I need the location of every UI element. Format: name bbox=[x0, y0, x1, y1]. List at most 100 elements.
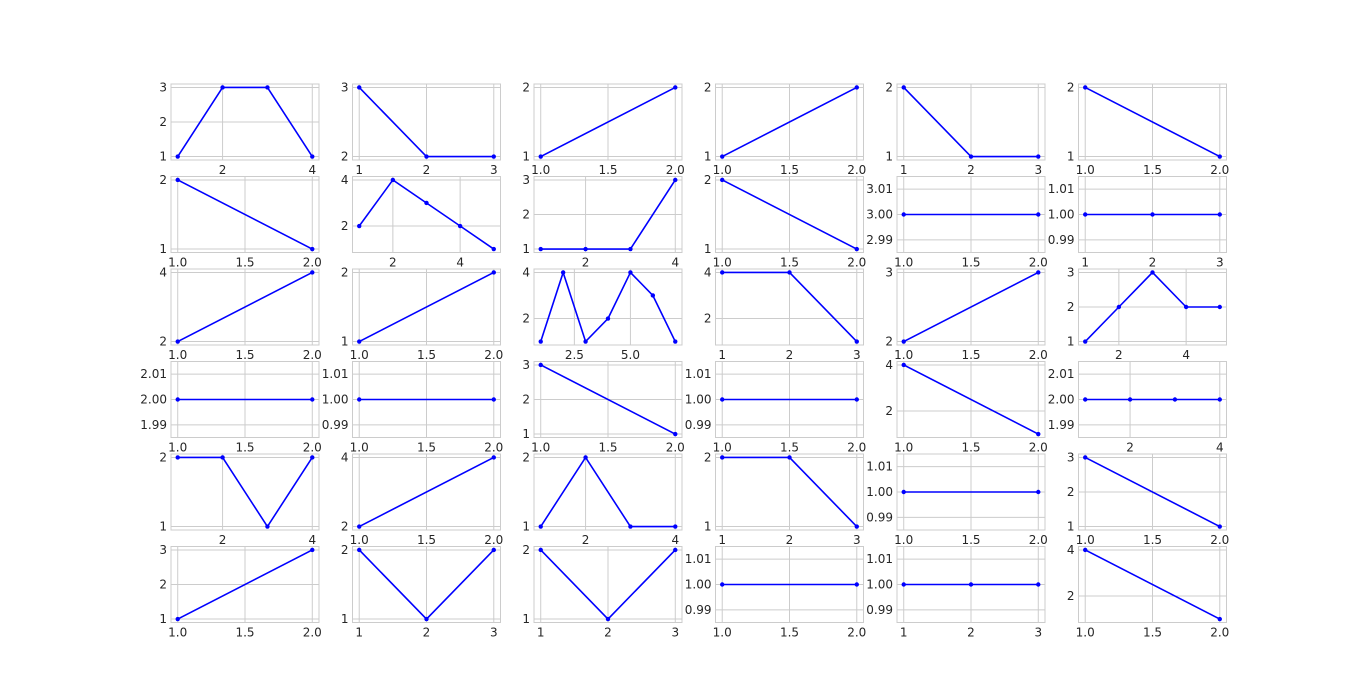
axes-frame bbox=[352, 176, 501, 253]
subplot-3-1: 1.0 1.5 2.0 2 4 bbox=[159, 265, 321, 362]
subplot-6-6: 1.0 1.5 2.0 2 4 bbox=[1067, 543, 1229, 640]
data-point bbox=[1083, 397, 1088, 402]
data-point bbox=[310, 397, 315, 402]
y-tick-label: 1 bbox=[522, 242, 530, 256]
x-tick-label: 4 bbox=[308, 533, 316, 547]
data-point bbox=[583, 455, 588, 460]
series-line bbox=[721, 179, 858, 250]
y-tick-label: 1.00 bbox=[1048, 208, 1075, 222]
series-line bbox=[358, 456, 495, 528]
y-tick-label: 3 bbox=[159, 543, 167, 557]
data-point bbox=[673, 339, 678, 344]
x-tick-label: 1 bbox=[1081, 256, 1089, 270]
y-tick-label: 1.01 bbox=[1048, 182, 1075, 196]
data-point bbox=[901, 339, 906, 344]
y-tick-label: 1.01 bbox=[685, 552, 712, 566]
series-line bbox=[177, 86, 313, 157]
y-tick-label: 3 bbox=[885, 265, 893, 279]
data-point bbox=[175, 455, 180, 460]
y-tick-label: 2 bbox=[885, 335, 893, 349]
x-tick-label: 2 bbox=[219, 163, 227, 177]
x-tick-label: 1.5 bbox=[961, 256, 980, 270]
x-tick-label: 1.0 bbox=[894, 256, 913, 270]
subplot-4-4: 1.0 1.5 2.0 0.99 1.00 1.01 bbox=[685, 361, 866, 455]
subplot-4-6: 2 4 1.99 2.00 2.01 bbox=[1048, 361, 1227, 455]
y-tick-label: 1 bbox=[704, 520, 712, 534]
subplot-5-6: 1.0 1.5 2.0 1 2 3 bbox=[1067, 450, 1229, 547]
x-tick-label: 2 bbox=[967, 163, 975, 177]
subplot-2-4: 1.0 1.5 2.0 1 2 bbox=[704, 173, 866, 270]
x-tick-label: 1.0 bbox=[713, 626, 732, 640]
x-tick-label: 1.5 bbox=[780, 256, 799, 270]
data-point bbox=[628, 270, 633, 275]
x-tick-label: 1.5 bbox=[961, 441, 980, 455]
y-tick-label: 1.99 bbox=[140, 418, 167, 432]
x-tick-label: 1.5 bbox=[1143, 626, 1162, 640]
series-line bbox=[1084, 549, 1221, 620]
data-point bbox=[854, 339, 859, 344]
x-tick-label: 2 bbox=[1149, 256, 1157, 270]
x-tick-label: 4 bbox=[671, 533, 679, 547]
x-tick-label: 2.0 bbox=[303, 441, 322, 455]
data-point bbox=[357, 223, 362, 229]
subplot-4-3: 1.0 1.5 2.0 1 2 3 bbox=[522, 358, 684, 455]
x-tick-label: 2.0 bbox=[847, 163, 866, 177]
x-tick-label: 3 bbox=[490, 626, 498, 640]
data-point bbox=[491, 547, 496, 553]
data-point bbox=[673, 177, 678, 183]
y-tick-label: 3 bbox=[522, 358, 530, 372]
subplot-1-5: 1 2 3 1 2 bbox=[885, 80, 1046, 177]
data-point bbox=[491, 270, 496, 275]
x-tick-label: 1 bbox=[537, 626, 545, 640]
x-tick-label: 2 bbox=[786, 533, 794, 547]
series-line bbox=[540, 364, 676, 435]
y-tick-label: 1.01 bbox=[685, 367, 712, 381]
subplot-2-1: 1.0 1.5 2.0 1 2 bbox=[159, 173, 321, 270]
subplot-6-4: 1.0 1.5 2.0 0.99 1.00 1.01 bbox=[685, 546, 866, 640]
x-tick-label: 1.0 bbox=[350, 348, 369, 362]
x-tick-label: 1.5 bbox=[235, 441, 254, 455]
data-point bbox=[901, 362, 906, 368]
data-point bbox=[1172, 397, 1178, 402]
data-point bbox=[175, 177, 180, 183]
data-point bbox=[357, 397, 362, 402]
data-point bbox=[650, 293, 656, 298]
x-tick-label: 1.5 bbox=[780, 441, 799, 455]
subplot-4-1: 1.0 1.5 2.0 1.99 2.00 2.01 bbox=[140, 361, 322, 455]
x-tick-label: 4 bbox=[1182, 348, 1190, 362]
x-tick-label: 1.5 bbox=[780, 626, 799, 640]
x-tick-label: 1.0 bbox=[894, 533, 913, 547]
y-tick-label: 2 bbox=[159, 173, 167, 187]
x-tick-label: 4 bbox=[671, 256, 679, 270]
data-point bbox=[854, 246, 859, 252]
subplot-5-1: 2 4 1 2 bbox=[159, 450, 320, 547]
data-point bbox=[901, 489, 906, 495]
series-line bbox=[540, 455, 676, 528]
y-tick-label: 1 bbox=[159, 242, 167, 256]
data-point bbox=[968, 154, 974, 159]
x-tick-label: 2.0 bbox=[1029, 441, 1048, 455]
x-tick-label: 2 bbox=[582, 256, 590, 270]
y-tick-label: 2 bbox=[341, 265, 349, 279]
x-tick-label: 3 bbox=[671, 626, 679, 640]
y-tick-label: 2 bbox=[522, 393, 530, 407]
data-point bbox=[538, 246, 543, 252]
x-tick-label: 3 bbox=[853, 348, 861, 362]
y-tick-label: 4 bbox=[522, 265, 530, 279]
data-point bbox=[583, 246, 588, 252]
y-tick-label: 2 bbox=[341, 219, 349, 233]
y-tick-label: 1 bbox=[1067, 520, 1075, 534]
data-point bbox=[1083, 85, 1088, 90]
data-point bbox=[424, 200, 429, 206]
data-point bbox=[720, 154, 725, 159]
x-tick-label: 1.5 bbox=[1143, 163, 1162, 177]
x-tick-label: 3 bbox=[1216, 256, 1224, 270]
y-tick-label: 1 bbox=[704, 150, 712, 164]
series-line bbox=[177, 456, 313, 529]
y-tick-label: 2 bbox=[704, 173, 712, 187]
data-point bbox=[1036, 212, 1041, 217]
subplot-1-4: 1.0 1.5 2.0 1 2 bbox=[704, 80, 866, 177]
data-point bbox=[1217, 304, 1222, 310]
y-tick-label: 4 bbox=[159, 265, 167, 279]
x-tick-label: 1 bbox=[718, 533, 726, 547]
